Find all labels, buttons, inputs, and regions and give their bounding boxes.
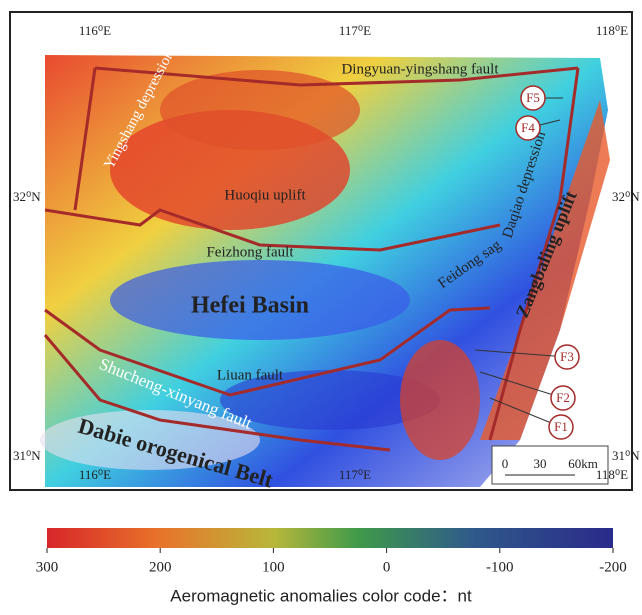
lon-label: 117⁰E [339, 467, 371, 482]
lon-label: 118⁰E [596, 467, 628, 482]
fault-label: Feizhong fault [206, 244, 294, 260]
lon-label: 116⁰E [79, 23, 111, 38]
lon-label: 117⁰E [339, 23, 371, 38]
lat-label: 31⁰N [13, 448, 41, 463]
fault-label: F4 [521, 120, 535, 135]
fault-label: F3 [560, 349, 574, 364]
fault-label: F1 [554, 419, 568, 434]
colorbar-tick-label: -100 [486, 559, 514, 575]
fault-label: F2 [556, 390, 570, 405]
scale-label: 0 [502, 456, 509, 471]
figure: 0 30 60km 116⁰E 117⁰E 118⁰E 116⁰E 117⁰E … [0, 0, 642, 610]
colorbar-tick-label: 0 [383, 559, 391, 575]
page: 0 30 60km 116⁰E 117⁰E 118⁰E 116⁰E 117⁰E … [0, 0, 642, 610]
fault-label: Liuan fault [217, 367, 284, 383]
lon-label: 118⁰E [596, 23, 628, 38]
colorbar-tick-label: 100 [262, 559, 285, 575]
scale-label: 60km [568, 456, 598, 471]
colorbar-tick-label: 300 [36, 559, 59, 575]
lat-label: 31⁰N [612, 448, 640, 463]
fault-label: F5 [526, 90, 540, 105]
fault-label: Dingyuan-yingshang fault [341, 61, 499, 77]
lon-label: 116⁰E [79, 467, 111, 482]
colorbar-ticks: 300 200 100 0 -100 -200 [36, 548, 627, 575]
region-label: Hefei Basin [191, 293, 309, 319]
scale-label: 30 [534, 456, 547, 471]
region-label: Huoqiu uplift [224, 187, 306, 203]
lat-label: 32⁰N [612, 189, 640, 204]
colorbar-title: Aeromagnetic anomalies color code：nt [170, 586, 472, 605]
colorbar-tick-label: -200 [599, 559, 627, 575]
colorbar [47, 528, 613, 548]
scale-box: 0 30 60km [492, 446, 608, 484]
colorbar-tick-label: 200 [149, 559, 172, 575]
lat-label: 32⁰N [13, 189, 41, 204]
